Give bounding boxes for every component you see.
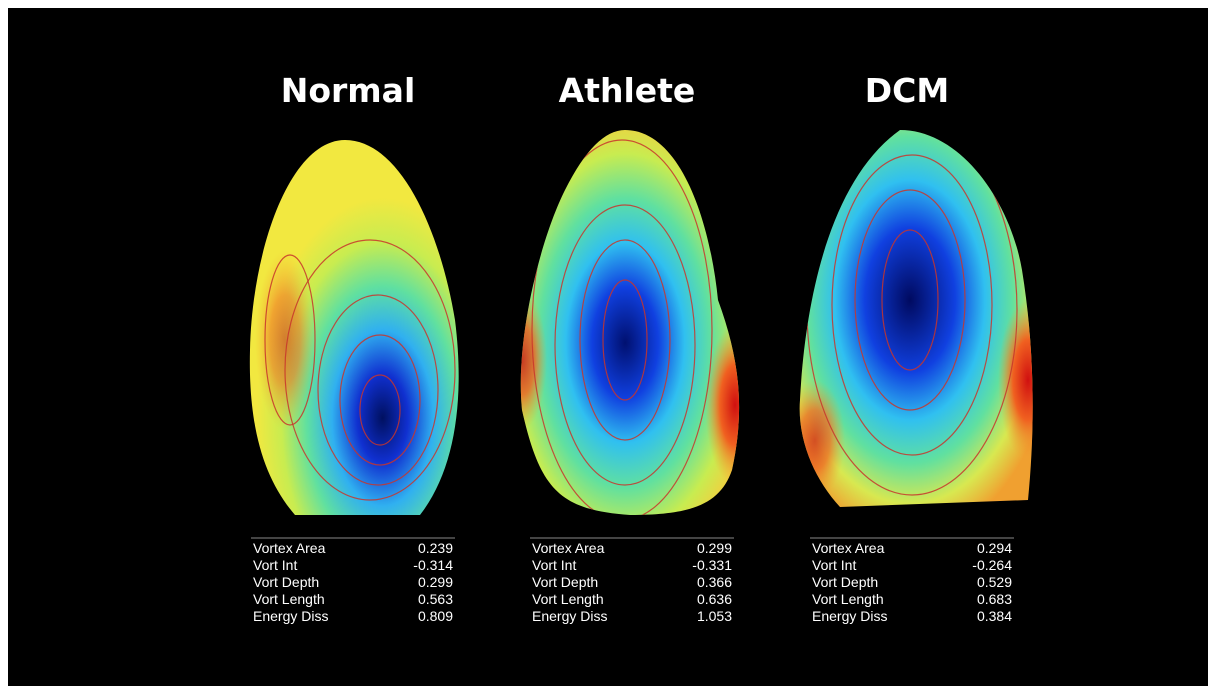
metric-value: -0.264 xyxy=(972,557,1012,573)
metric-label: Vortex Area xyxy=(812,540,885,556)
metric-value: 0.636 xyxy=(697,591,732,607)
metric-value: 0.563 xyxy=(418,591,453,607)
slide: Normal Vortex Area 0.239 Vort Int -0.314 Vort… xyxy=(0,0,1214,691)
metric-label: Vortex Area xyxy=(253,540,326,556)
metric-label: Vort Int xyxy=(812,557,856,573)
metric-value: 0.384 xyxy=(977,608,1012,624)
metric-value: 0.683 xyxy=(977,591,1012,607)
metric-value: 0.299 xyxy=(418,574,453,590)
metric-value: 0.294 xyxy=(977,540,1012,556)
metric-label: Energy Diss xyxy=(532,608,607,624)
metric-label: Vort Depth xyxy=(253,574,319,590)
metric-value: 0.299 xyxy=(697,540,732,556)
panel-title: DCM xyxy=(865,71,949,110)
metric-label: Vort Length xyxy=(812,591,884,607)
metric-value: 0.239 xyxy=(418,540,453,556)
metric-value: 0.529 xyxy=(977,574,1012,590)
metric-label: Vortex Area xyxy=(532,540,605,556)
metric-label: Vort Depth xyxy=(532,574,598,590)
metric-label: Vort Depth xyxy=(812,574,878,590)
metric-label: Vort Length xyxy=(253,591,325,607)
panel-title: Athlete xyxy=(559,71,696,110)
metric-label: Vort Int xyxy=(532,557,576,573)
metric-value: -0.314 xyxy=(413,557,453,573)
metric-label: Energy Diss xyxy=(253,608,328,624)
metric-label: Energy Diss xyxy=(812,608,887,624)
metric-value: 0.809 xyxy=(418,608,453,624)
metric-label: Vort Length xyxy=(532,591,604,607)
metric-value: 1.053 xyxy=(697,608,732,624)
panel-title: Normal xyxy=(281,71,416,110)
metric-value: -0.331 xyxy=(692,557,732,573)
metric-value: 0.366 xyxy=(697,574,732,590)
metric-label: Vort Int xyxy=(253,557,297,573)
